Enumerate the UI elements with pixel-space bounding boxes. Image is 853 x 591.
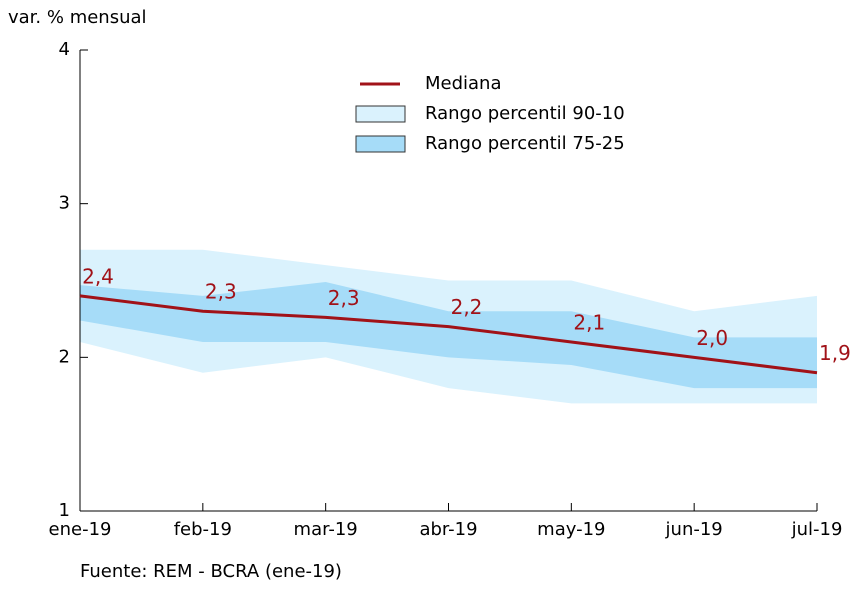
legend-swatch	[355, 105, 406, 123]
x-tick-label: jul-19	[791, 519, 843, 540]
data-label: 2,3	[328, 286, 360, 310]
data-label: 2,3	[205, 280, 237, 304]
x-tick-label: abr-19	[419, 519, 477, 540]
data-label: 1,9	[819, 341, 851, 365]
data-label: 2,2	[451, 295, 483, 319]
legend-label: Rango percentil 90-10	[425, 103, 625, 124]
legend-label: Mediana	[425, 73, 502, 94]
data-label: 2,1	[573, 310, 605, 334]
x-tick-label: mar-19	[294, 519, 358, 540]
y-tick-label: 2	[59, 346, 70, 367]
y-axis-label: var. % mensual	[8, 7, 147, 28]
x-tick-label: feb-19	[174, 519, 232, 540]
y-tick-label: 3	[59, 193, 70, 214]
data-label: 2,0	[696, 326, 728, 350]
data-label: 2,4	[82, 264, 114, 288]
source-note: Fuente: REM - BCRA (ene-19)	[80, 561, 342, 582]
x-tick-label: may-19	[537, 519, 605, 540]
median-line	[79, 294, 818, 375]
y-tick-label: 1	[59, 500, 70, 521]
legend-label: Rango percentil 75-25	[425, 133, 625, 154]
band-area	[80, 282, 817, 389]
x-tick-label: jun-19	[665, 519, 723, 540]
x-tick-label: ene-19	[49, 519, 112, 540]
y-tick-label: 4	[59, 39, 70, 60]
legend-swatch	[355, 135, 406, 153]
